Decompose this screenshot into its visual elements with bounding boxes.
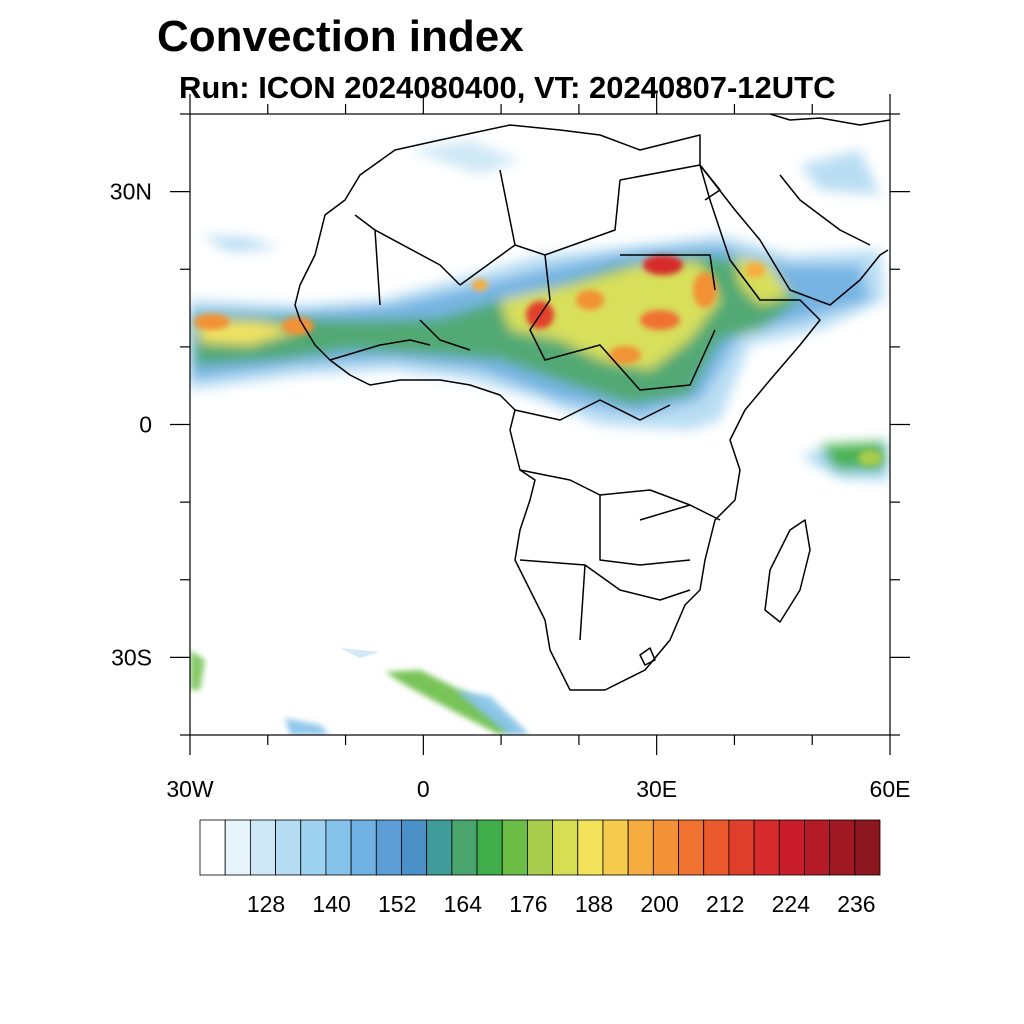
africa-coast <box>294 114 890 691</box>
core-orange <box>472 279 488 291</box>
colorbar-label: 152 <box>378 891 416 917</box>
colorbar-swatch <box>627 819 654 876</box>
colorbar-label: 176 <box>509 891 547 917</box>
colorbar-label: 128 <box>247 891 285 917</box>
colorbar-swatch <box>854 819 881 876</box>
colorbar-swatch <box>778 819 805 876</box>
frontal-band <box>285 718 330 735</box>
colorbar-swatch <box>426 819 453 876</box>
plot-frame <box>170 94 910 755</box>
field-halo <box>410 140 520 175</box>
lon-tick-label: 0 <box>417 776 430 802</box>
colorbar-label: 236 <box>837 891 875 917</box>
field-halo <box>800 150 880 195</box>
chart-title: Convection index <box>157 12 524 61</box>
frontal-band <box>340 648 380 658</box>
frontal-band <box>190 650 205 690</box>
colorbar-swatch <box>199 819 226 876</box>
colorbar-swatch <box>804 819 831 876</box>
colorbar-swatch <box>602 819 629 876</box>
colorbar-swatch <box>552 819 579 876</box>
colorbar-swatch <box>300 819 327 876</box>
colorbar-label: 140 <box>312 891 350 917</box>
colorbar-label: 224 <box>772 891 811 917</box>
colorbar-swatch <box>350 819 377 876</box>
border <box>329 164 721 641</box>
colorbar-swatch <box>501 819 528 876</box>
madagascar <box>764 519 811 623</box>
core-red <box>643 255 683 275</box>
core-orange <box>693 272 717 308</box>
arabia-coast <box>699 164 889 306</box>
lat-tick-label: 30S <box>111 644 152 670</box>
colorbar-label: 200 <box>640 891 678 917</box>
colorbar-swatch <box>224 819 251 876</box>
colorbar-swatch <box>652 819 679 876</box>
lat-tick-label: 30N <box>110 179 152 205</box>
core-orange <box>745 262 765 278</box>
colorbar-swatch <box>678 819 705 876</box>
colorbar-swatch <box>829 819 856 876</box>
lon-tick-label: 30E <box>636 776 677 802</box>
lesotho <box>639 647 656 666</box>
field-halo <box>200 235 280 252</box>
chart-subtitle: Run: ICON 2024080400, VT: 20240807-12UTC <box>179 70 836 105</box>
colorbar-swatch <box>249 819 276 876</box>
colorbar-swatch <box>703 819 730 876</box>
colorbar-swatch <box>753 819 780 876</box>
colorbar-swatch <box>375 819 402 876</box>
field-yellow <box>500 262 720 370</box>
lat-tick-label: 0 <box>139 412 152 438</box>
core-yellow <box>858 450 882 466</box>
colorbar-swatch <box>476 819 503 876</box>
frontal-band <box>385 670 515 735</box>
core-orange <box>609 346 641 364</box>
core-orange <box>282 317 314 335</box>
colorbar <box>199 819 881 876</box>
colorbar-swatch <box>577 819 604 876</box>
colorbar-label: 188 <box>575 891 613 917</box>
colorbar-swatch <box>401 819 428 876</box>
core-orange <box>194 314 230 330</box>
colorbar-swatch <box>527 819 553 876</box>
colorbar-swatch <box>451 819 478 876</box>
frontal-band <box>455 690 530 735</box>
convection-field <box>190 140 888 735</box>
coastlines <box>294 114 890 691</box>
lon-tick-label: 30W <box>166 776 214 802</box>
lon-tick-label: 60E <box>870 776 911 802</box>
colorbar-swatch <box>728 819 755 876</box>
colorbar-label: 164 <box>444 891 483 917</box>
core-orange <box>640 310 680 330</box>
colorbar-label: 212 <box>706 891 744 917</box>
colorbar-swatch <box>325 819 352 876</box>
core-orange <box>576 290 604 310</box>
colorbar-swatch <box>275 819 302 876</box>
sinai <box>699 164 721 201</box>
